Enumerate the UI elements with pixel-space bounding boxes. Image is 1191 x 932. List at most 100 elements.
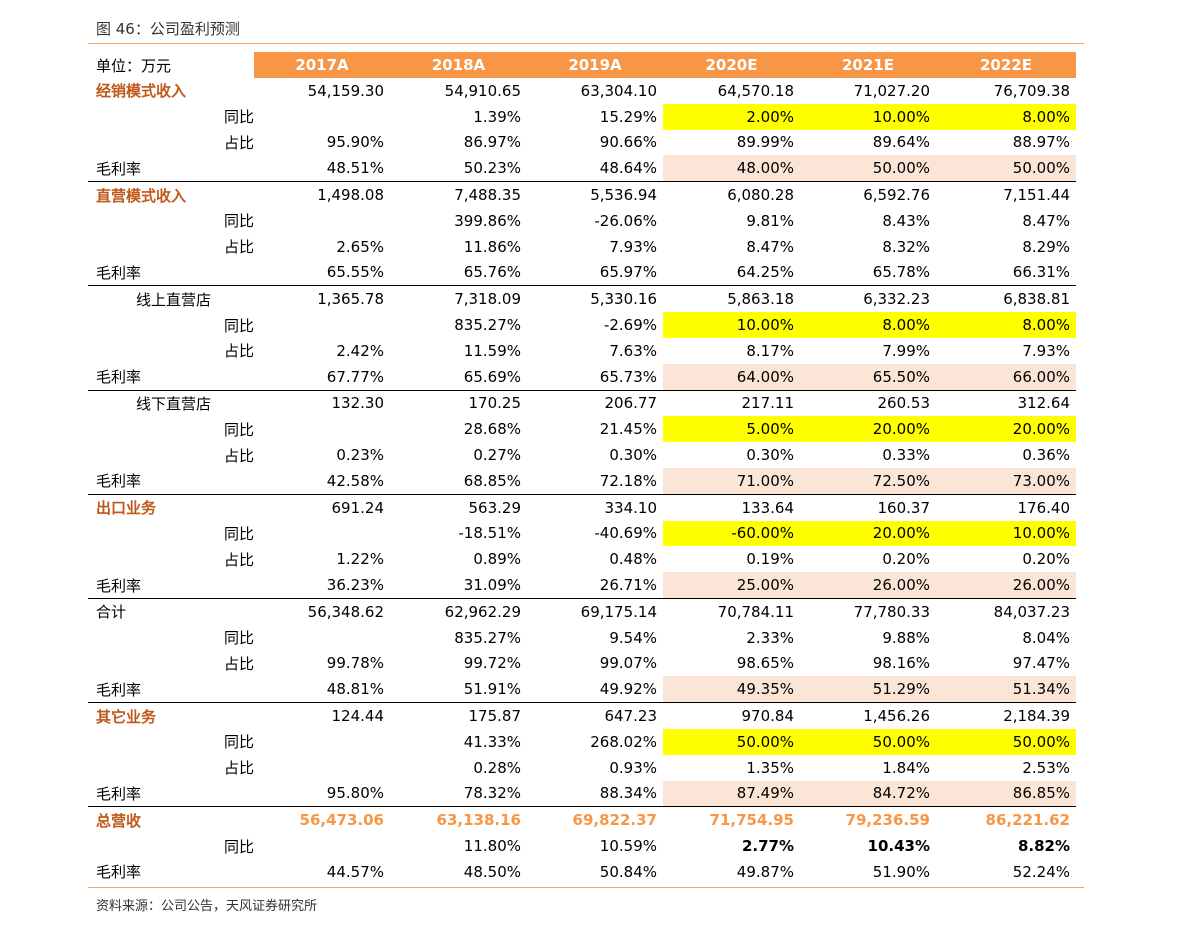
table-cell: 5.00% bbox=[663, 416, 800, 443]
table-cell: 6,838.81 bbox=[936, 285, 1076, 313]
table-cell: 26.00% bbox=[936, 572, 1076, 599]
row-label: 占比 bbox=[224, 342, 255, 361]
table-row: 同比 399.86% -26.06% 9.81% 8.43% 8.47% bbox=[88, 208, 1076, 234]
table-cell: 170.25 bbox=[390, 389, 527, 417]
table-cell: 0.36% bbox=[1022, 446, 1070, 465]
table-cell: 8.43% bbox=[882, 211, 930, 230]
table-cell: 2.42% bbox=[336, 341, 384, 360]
table-cell: 21.45% bbox=[599, 420, 657, 439]
table-cell: 7.63% bbox=[609, 341, 657, 360]
table-cell: 54,910.65 bbox=[444, 81, 521, 100]
table-cell: 48.00% bbox=[663, 155, 800, 182]
table-cell: 31.09% bbox=[463, 576, 521, 595]
row-label: 总营收 bbox=[88, 806, 254, 834]
table-cell: 63,304.10 bbox=[580, 81, 657, 100]
table-cell: 835.27% bbox=[454, 628, 521, 647]
table-cell: -2.69% bbox=[603, 316, 657, 335]
table-cell: 970.84 bbox=[663, 702, 800, 729]
table-cell: 1.84% bbox=[882, 758, 930, 777]
table-cell: 65.76% bbox=[463, 263, 521, 282]
row-label: 同比 bbox=[224, 108, 255, 127]
row-label: 经销模式收入 bbox=[96, 82, 187, 101]
table-cell: 65.50% bbox=[800, 363, 936, 391]
table-cell: 88.97% bbox=[1012, 133, 1070, 152]
table-cell: 260.53 bbox=[800, 389, 936, 417]
table-cell: 1,365.78 bbox=[254, 285, 390, 313]
row-label: 毛利率 bbox=[96, 784, 142, 803]
table-cell: 132.30 bbox=[254, 389, 390, 417]
table-row: 出口业务 691.24 563.29 334.10 133.64 160.37 176.40 bbox=[88, 493, 1076, 521]
table-cell: 312.64 bbox=[936, 389, 1076, 417]
table-cell: 6,332.23 bbox=[800, 285, 936, 313]
table-cell: 50.23% bbox=[463, 159, 521, 178]
table-cell: 0.20% bbox=[882, 550, 930, 569]
table-cell bbox=[254, 208, 390, 234]
table-cell: 8.82% bbox=[1017, 837, 1070, 855]
table-cell: 51.90% bbox=[872, 862, 930, 881]
table-cell: 50.00% bbox=[936, 155, 1076, 182]
table-cell: 5,330.16 bbox=[527, 285, 663, 313]
table-cell bbox=[254, 104, 390, 130]
table-row: 毛利率 65.55% 65.76% 65.97% 64.25% 65.78% 66.31% bbox=[88, 260, 1076, 286]
table-cell: 50.84% bbox=[599, 862, 657, 881]
table-cell: 0.30% bbox=[609, 446, 657, 465]
row-label: 毛利率 bbox=[96, 680, 142, 699]
table-cell bbox=[254, 416, 390, 442]
table-cell bbox=[254, 729, 390, 755]
table-row: 占比 1.22% 0.89% 0.48% 0.19% 0.20% 0.20% bbox=[88, 546, 1076, 572]
header-row: 单位：万元 2017A 2018A 2019A 2020E 2021E 2022… bbox=[88, 52, 1076, 78]
source-note: 资料来源：公司公告，天风证券研究所 bbox=[96, 899, 318, 914]
table-cell: 52.24% bbox=[1012, 862, 1070, 881]
table-cell: 8.17% bbox=[746, 341, 794, 360]
table-cell: 97.47% bbox=[1012, 654, 1070, 673]
table-cell: 20.00% bbox=[936, 416, 1076, 443]
row-label: 同比 bbox=[224, 212, 255, 231]
table-cell: 9.88% bbox=[882, 628, 930, 647]
table-cell: 71.00% bbox=[663, 467, 800, 495]
table-row: 毛利率 48.51% 50.23% 48.64% 48.00% 50.00% 50.00% bbox=[88, 155, 1076, 182]
table-cell: 7,318.09 bbox=[390, 285, 527, 313]
table-cell: 65.55% bbox=[326, 263, 384, 282]
table-row: 占比 2.65% 11.86% 7.93% 8.47% 8.32% 8.29% bbox=[88, 234, 1076, 260]
row-label: 线下直营店 bbox=[88, 389, 254, 417]
table-cell: 8.29% bbox=[1022, 237, 1070, 256]
table-cell: 79,236.59 bbox=[800, 806, 936, 834]
table-cell: 6,080.28 bbox=[663, 181, 800, 208]
table-cell: 0.23% bbox=[336, 446, 384, 465]
table-cell: 5,536.94 bbox=[527, 181, 663, 208]
table-cell: -18.51% bbox=[458, 524, 521, 543]
table-cell: 69,175.14 bbox=[527, 597, 663, 625]
table-cell: 0.20% bbox=[1022, 550, 1070, 569]
row-label: 同比 bbox=[224, 733, 255, 752]
table-cell: 7,151.44 bbox=[936, 181, 1076, 208]
table-cell: 49.87% bbox=[736, 862, 794, 881]
table-cell: 2,184.39 bbox=[936, 702, 1076, 729]
table-cell: 647.23 bbox=[527, 702, 663, 729]
table-cell: 0.30% bbox=[746, 446, 794, 465]
table-cell: 0.33% bbox=[882, 446, 930, 465]
unit-label: 单位：万元 bbox=[96, 56, 172, 75]
row-label: 占比 bbox=[224, 238, 255, 257]
table-cell: 95.90% bbox=[326, 133, 384, 152]
table-cell: 56,473.06 bbox=[254, 806, 390, 834]
table-cell: 0.48% bbox=[609, 550, 657, 569]
table-cell: 10.00% bbox=[800, 103, 936, 130]
table-cell: 160.37 bbox=[800, 493, 936, 521]
table-cell: 67.77% bbox=[326, 367, 384, 386]
table-cell: 2.77% bbox=[741, 837, 794, 855]
table-cell: 50.00% bbox=[663, 728, 800, 755]
table-cell: 41.33% bbox=[463, 732, 521, 751]
table-cell bbox=[254, 625, 390, 651]
row-label: 直营模式收入 bbox=[88, 181, 254, 208]
table-cell: 9.54% bbox=[609, 628, 657, 647]
table-cell: 133.64 bbox=[663, 493, 800, 521]
table-cell: 49.35% bbox=[663, 676, 800, 703]
table-row: 占比 2.42% 11.59% 7.63% 8.17% 7.99% 7.93% bbox=[88, 338, 1076, 364]
table-cell: 98.16% bbox=[872, 654, 930, 673]
table-cell: 10.59% bbox=[599, 837, 657, 855]
table-row: 毛利率 48.81% 51.91% 49.92% 49.35% 51.29% 51.34% bbox=[88, 676, 1076, 703]
row-label: 毛利率 bbox=[96, 472, 142, 491]
table-cell: 48.51% bbox=[326, 159, 384, 178]
row-label: 其它业务 bbox=[88, 702, 254, 729]
table-cell: 25.00% bbox=[663, 572, 800, 599]
